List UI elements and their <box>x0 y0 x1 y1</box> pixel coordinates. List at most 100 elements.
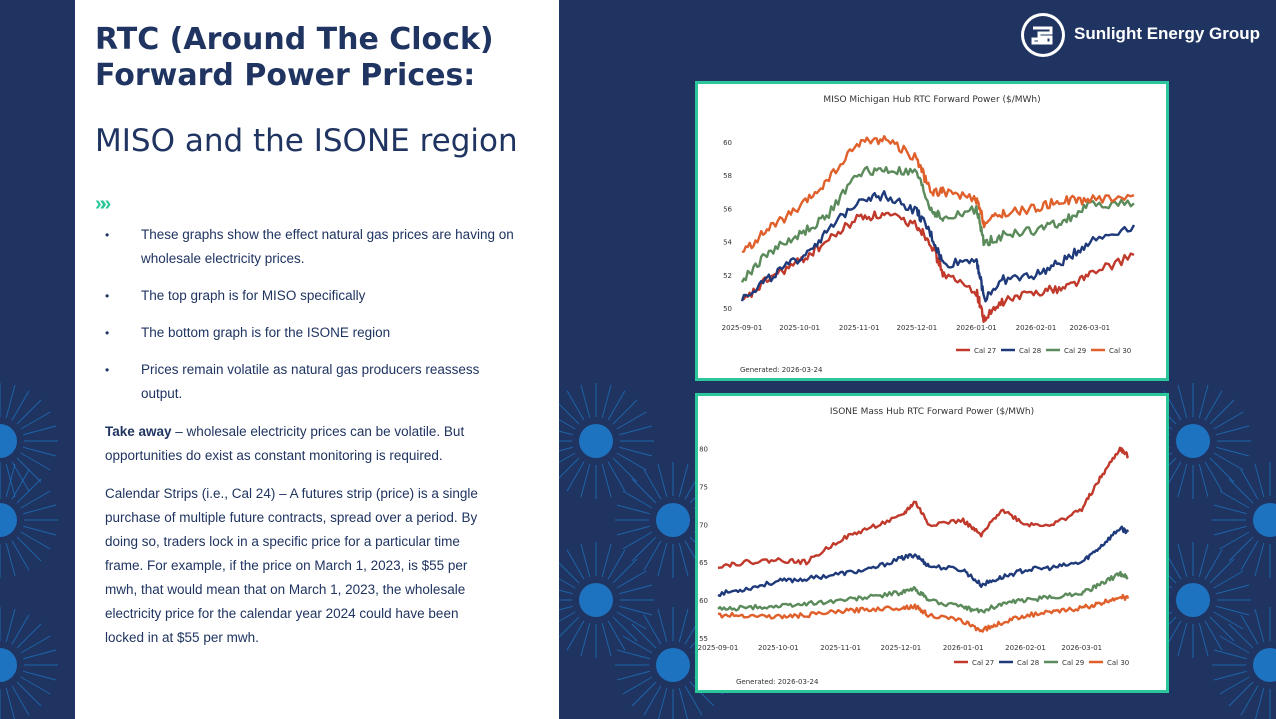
sun-ray <box>1177 543 1188 577</box>
series-line-cal-29 <box>717 570 1129 614</box>
sun-ray <box>566 461 585 492</box>
sun-ray <box>678 543 689 577</box>
x-tick-label: 2026-01-01 <box>943 644 984 652</box>
y-tick-label: 60 <box>723 139 732 147</box>
sun-ray <box>1228 623 1254 649</box>
sun-ray <box>16 681 42 707</box>
sun-ray <box>1254 543 1265 577</box>
legend-label: Cal 27 <box>972 659 994 667</box>
sun-ray <box>643 469 662 500</box>
sun-ray <box>1219 490 1250 509</box>
sun-ray <box>1219 635 1250 654</box>
sun-ray <box>619 605 653 616</box>
x-tick-label: 2025-12-01 <box>897 324 938 332</box>
sun-ray <box>616 670 650 681</box>
sun-ray <box>566 620 585 651</box>
isone-chart-panel: ISONE Mass Hub RTC Forward Power ($/MWh)… <box>695 393 1169 693</box>
sun-ray <box>11 469 30 500</box>
sun-ray <box>1255 688 1265 719</box>
bullet-item: The bottom graph is for the ISONE region <box>105 321 515 345</box>
sun-ray <box>622 676 653 695</box>
miso-line-chart: MISO Michigan Hub RTC Forward Power ($/M… <box>722 95 1136 374</box>
series-line-cal-30 <box>741 135 1135 254</box>
sun-ray <box>1254 608 1265 642</box>
x-tick-label: 2026-02-01 <box>1016 324 1057 332</box>
sun-disc <box>0 503 17 537</box>
sun-ray <box>601 543 612 577</box>
sun-disc <box>1253 648 1276 682</box>
bullet-item: These graphs show the effect natural gas… <box>105 223 515 271</box>
legend-label: Cal 29 <box>1062 659 1084 667</box>
sun-ray <box>657 463 668 497</box>
sun-ray <box>11 390 30 421</box>
sun-ray <box>1228 681 1254 707</box>
sun-ray <box>1216 584 1250 595</box>
sun-ray <box>16 623 42 649</box>
sun-ray <box>601 384 612 418</box>
calendar-strips-paragraph: Calendar Strips (i.e., Cal 24) – A futur… <box>105 486 478 645</box>
sun-ray <box>1198 623 1209 657</box>
sunlight-logo-icon <box>1021 13 1065 57</box>
sun-ray <box>23 504 57 515</box>
sun-ray <box>616 649 650 660</box>
series-line-cal-30 <box>717 593 1130 633</box>
takeaway-label: Take away <box>105 424 172 439</box>
sun-ray <box>16 478 42 504</box>
sun-ray <box>616 570 647 589</box>
sun-ray <box>689 681 715 707</box>
sun-ray <box>23 670 57 681</box>
sun-disc <box>1253 503 1276 537</box>
sun-ray <box>658 688 668 719</box>
sun-ray <box>1240 685 1259 716</box>
sun-ray <box>1204 549 1223 580</box>
sun-ray <box>1228 478 1254 504</box>
x-tick-label: 2026-01-01 <box>956 324 997 332</box>
sun-ray <box>20 490 51 509</box>
sun-ray <box>607 549 626 580</box>
sun-ray <box>11 685 30 716</box>
sunburst-icon <box>0 607 58 719</box>
sun-ray <box>1177 623 1188 657</box>
y-tick-label: 65 <box>699 559 708 567</box>
sun-ray <box>612 616 638 642</box>
sun-ray <box>1216 425 1250 436</box>
sun-ray <box>580 623 591 657</box>
legend-label: Cal 27 <box>974 347 996 355</box>
bullet-list: These graphs show the effect natural gas… <box>105 223 515 419</box>
sun-ray <box>1209 399 1235 425</box>
y-tick-label: 80 <box>699 446 708 454</box>
sun-ray <box>1204 461 1223 492</box>
sun-disc <box>579 424 613 458</box>
sun-ray <box>20 452 51 471</box>
sun-disc <box>656 503 690 537</box>
y-tick-label: 54 <box>723 239 732 247</box>
sun-ray <box>580 464 591 498</box>
sun-ray <box>616 452 647 471</box>
sun-ray <box>616 411 647 430</box>
chevron-arrows-icon: »» <box>95 193 111 215</box>
sun-ray <box>1198 384 1209 418</box>
sun-ray <box>1213 525 1247 536</box>
y-tick-label: 55 <box>699 635 708 643</box>
sun-ray <box>631 478 657 504</box>
sunburst-icon <box>0 383 58 499</box>
series-line-cal-28 <box>740 190 1136 303</box>
legend-label: Cal 29 <box>1064 347 1086 355</box>
sun-ray <box>1213 452 1244 471</box>
x-tick-label: 2026-03-01 <box>1069 324 1110 332</box>
takeaway-text: – wholesale electricity prices can be vo… <box>105 424 465 463</box>
sun-ray <box>5 688 15 719</box>
sun-ray <box>16 399 42 425</box>
sun-ray <box>1240 540 1259 571</box>
sun-ray <box>631 536 657 562</box>
sun-ray <box>619 425 653 436</box>
sun-ray <box>23 649 57 660</box>
sun-ray <box>631 623 657 649</box>
sun-ray <box>580 543 591 577</box>
sun-ray <box>684 685 703 716</box>
x-tick-label: 2026-02-01 <box>1005 644 1046 652</box>
sun-ray <box>1209 457 1235 483</box>
y-tick-label: 50 <box>723 305 732 313</box>
sunburst-icon <box>538 383 654 499</box>
slide-title: RTC (Around The Clock) Forward Power Pri… <box>95 22 494 93</box>
